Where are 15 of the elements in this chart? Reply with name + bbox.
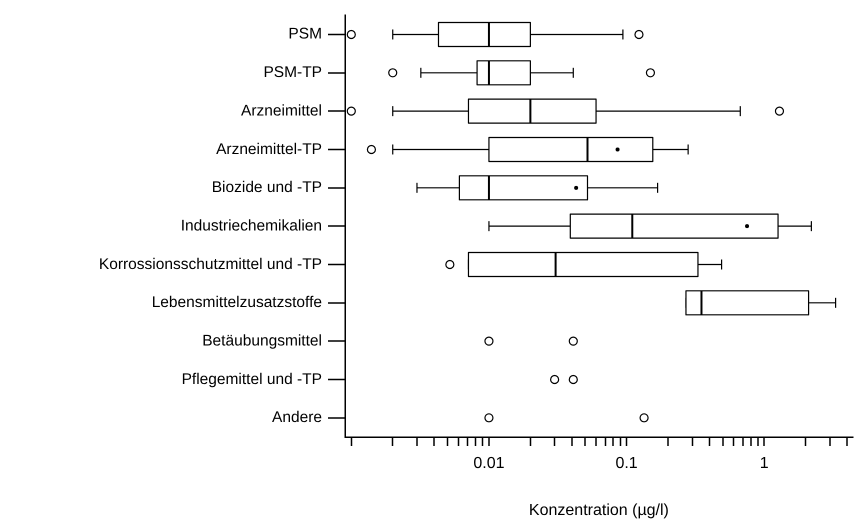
y-tick-label: Korrossionsschutzmittel und -TP bbox=[98, 256, 322, 273]
y-tick-label: Andere bbox=[272, 409, 322, 426]
y-tick-label: PSM bbox=[288, 26, 322, 43]
y-tick-label: Lebensmittelzusatzstoffe bbox=[152, 294, 322, 312]
x-tick-label: 1 bbox=[760, 455, 769, 472]
x-axis-title: Konzentration (µg/l) bbox=[528, 502, 669, 519]
y-tick-label: Arzneimittel-TP bbox=[216, 140, 322, 158]
x-tick-label: 0.1 bbox=[615, 455, 638, 472]
y-tick-label: Betäubungsmittel bbox=[202, 332, 322, 350]
x-tick-label: 0.01 bbox=[473, 455, 505, 472]
y-tick-label: Industriechemikalien bbox=[180, 217, 322, 234]
y-tick-label: Arzneimittel bbox=[241, 102, 322, 120]
y-tick-label: PSM-TP bbox=[263, 64, 322, 82]
y-tick-label: Pflegemittel und -TP bbox=[182, 370, 322, 388]
y-tick-label: Biozide und -TP bbox=[212, 179, 322, 196]
